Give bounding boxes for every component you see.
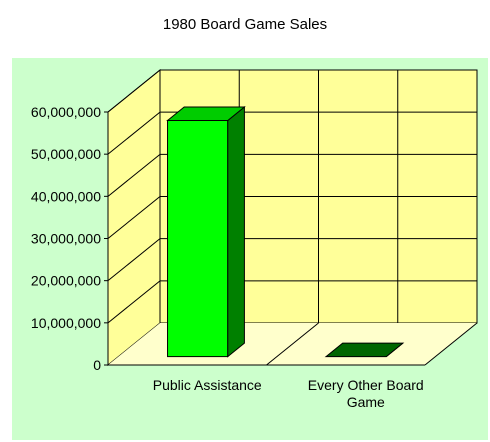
y-tick-label-1: 10,000,000 <box>31 315 101 331</box>
x-category-label-0: Public Assistance <box>153 377 262 393</box>
y-tick-label-4: 40,000,000 <box>31 188 101 204</box>
gridline-2 <box>107 238 477 282</box>
y-tick-label-3: 30,000,000 <box>31 231 101 247</box>
floor-right-edge <box>424 322 478 366</box>
gridline-4 <box>107 153 477 197</box>
floor-divider-1 <box>266 322 319 366</box>
gridline-5 <box>107 111 477 155</box>
y-tick-label-2: 20,000,000 <box>31 273 101 289</box>
gridline-3 <box>107 196 477 239</box>
bar-front-0 <box>167 119 229 358</box>
y-axis-ticks: 0 10,000,000 20,000,000 30,000,000 40,000,00… <box>31 104 108 373</box>
x-axis-labels: Public Assistance Every Other Board Game <box>153 377 424 410</box>
y-tick-label-6: 60,000,000 <box>31 104 101 120</box>
bar-1 <box>324 342 405 358</box>
x-category-label-0-line-0: Public Assistance <box>153 377 262 393</box>
bar-side-0 <box>227 105 245 358</box>
chart-walls <box>107 68 478 367</box>
gridline-1 <box>107 280 477 324</box>
bar-top-0 <box>166 106 246 121</box>
bar-0 <box>166 105 246 358</box>
x-category-label-1: Every Other Board Game <box>308 377 424 410</box>
x-category-label-1-line-1: Game <box>347 394 385 410</box>
y-tick-label-0: 0 <box>93 357 101 373</box>
y-tick-label-5: 50,000,000 <box>31 146 101 162</box>
bars <box>166 105 405 358</box>
gridline-6 <box>107 69 477 113</box>
x-category-label-1-line-0: Every Other Board <box>308 377 424 393</box>
chart-title: 1980 Board Game Sales <box>163 16 327 33</box>
bar-top-1 <box>324 342 405 358</box>
